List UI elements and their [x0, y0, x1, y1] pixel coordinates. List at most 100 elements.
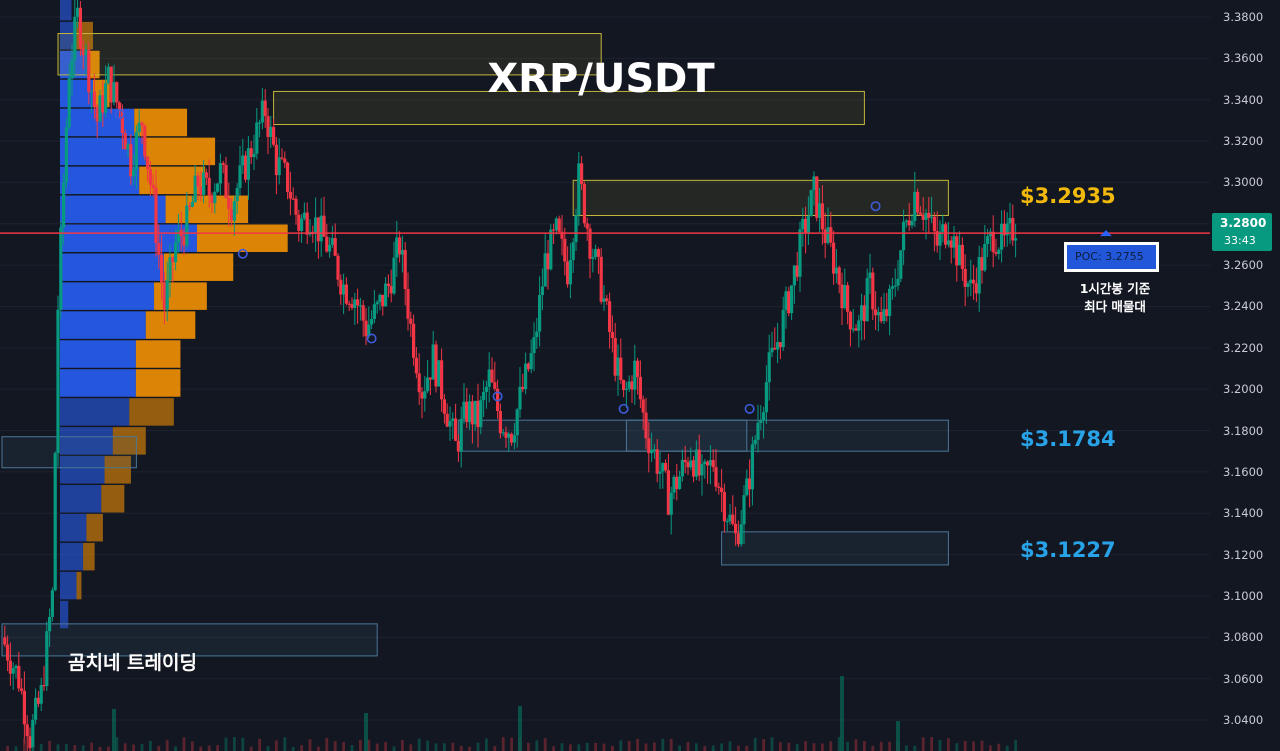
candle-body [476, 400, 480, 428]
candle-body [36, 697, 40, 704]
candle-body [137, 122, 141, 133]
candle-body [417, 373, 421, 393]
candle-body [241, 155, 245, 166]
candle-body [31, 719, 35, 749]
volume-bar [73, 745, 77, 751]
candle-body [686, 461, 690, 468]
candle-body [650, 449, 654, 454]
volume-bar [795, 744, 799, 751]
candle-body [610, 331, 614, 339]
candle-body [773, 347, 777, 350]
candle-body [840, 284, 844, 309]
candle-body [389, 285, 393, 294]
volume-bar [308, 739, 312, 751]
candle-body [384, 283, 388, 307]
candle-body [997, 249, 1001, 254]
candle-body [347, 303, 351, 305]
candle-body [658, 471, 662, 474]
volume-profile-buy [60, 456, 105, 484]
candle-body [120, 110, 124, 134]
volume-bar [132, 744, 135, 751]
volume-bar [812, 743, 816, 751]
volume-bar [669, 738, 673, 751]
candle-body [280, 157, 284, 159]
candle-body [680, 459, 684, 477]
candle-body [636, 360, 640, 377]
volume-bar [947, 738, 950, 751]
volume-bar [258, 738, 261, 751]
y-tick-label: 3.0400 [1223, 713, 1264, 727]
candle-body [482, 391, 486, 401]
candle-body [515, 409, 519, 436]
volume-profile-sell [89, 50, 100, 79]
volume-bar [283, 737, 287, 751]
candle-body [731, 514, 735, 524]
volume-bar [644, 743, 648, 751]
level-label-2: $3.1784 [1020, 427, 1116, 451]
volume-bar [364, 713, 368, 751]
y-tick-label: 3.1400 [1223, 506, 1264, 521]
candle-body [445, 413, 449, 427]
volume-profile-buy [60, 137, 146, 166]
candle-body [560, 231, 564, 239]
signal-marker [618, 403, 629, 414]
volume-bar [661, 738, 665, 751]
candle-body [381, 294, 385, 307]
supply-zone [57, 33, 602, 76]
candle-body [263, 100, 267, 117]
volume-profile-buy [60, 369, 136, 397]
volume-bar [409, 744, 413, 751]
candle-body [885, 309, 889, 316]
candle-body [409, 318, 413, 324]
candle-body [972, 279, 976, 284]
candle-body [843, 285, 847, 309]
volume-bar [367, 739, 371, 751]
candle-body [890, 286, 894, 289]
candle-body [638, 376, 642, 400]
candle-body [493, 382, 497, 389]
volume-bar [115, 737, 119, 751]
candle-body [431, 344, 435, 380]
candle-body [129, 144, 133, 177]
candle-body [462, 401, 466, 419]
volume-bar [81, 745, 85, 751]
candle-body [605, 298, 609, 302]
candle-body [224, 164, 228, 198]
candle-body [652, 449, 656, 451]
candle-body [428, 377, 432, 380]
volume-bar [459, 745, 463, 751]
candle-body [762, 412, 766, 421]
volume-profile-buy [60, 166, 140, 195]
candle-body [857, 320, 861, 331]
volume-bar [300, 745, 303, 751]
candle-body [98, 95, 102, 122]
candle-body [64, 127, 68, 183]
candle-body [927, 212, 931, 218]
candle-body [512, 435, 516, 443]
volume-profile-buy [60, 21, 77, 50]
candle-body [62, 182, 66, 228]
candle-body [580, 163, 584, 184]
volume-bar [569, 744, 572, 751]
candle-body [375, 302, 379, 305]
candle-body [599, 256, 603, 302]
volume-bar [165, 739, 169, 751]
candle-body [862, 305, 866, 322]
volume-bar [552, 746, 555, 751]
demand-zone [721, 531, 949, 566]
candle-body [95, 106, 99, 122]
candle-body [8, 660, 12, 674]
candle-body [448, 420, 452, 427]
candle-body [916, 191, 920, 213]
candle-body [325, 236, 329, 252]
volume-bar [963, 741, 967, 751]
candle-body [227, 197, 231, 210]
volume-bar [527, 742, 530, 751]
candle-body [1000, 223, 1004, 250]
poc-label: POC: 3.2755 [1075, 250, 1144, 263]
candle-body [913, 191, 917, 221]
candle-body [305, 212, 309, 235]
poc-note-line2: 최다 매물대 [1084, 299, 1146, 314]
candle-body [1011, 217, 1015, 241]
